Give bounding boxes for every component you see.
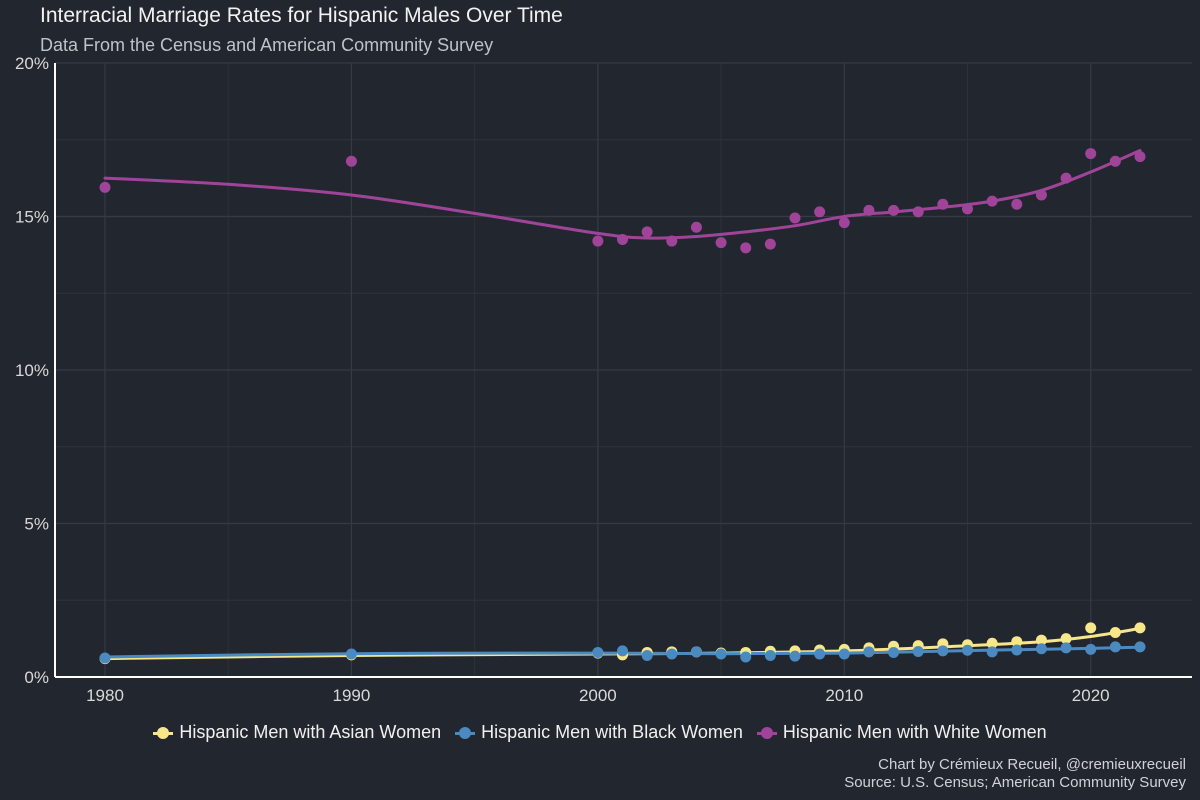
- data-point-series-2: [1109, 641, 1121, 653]
- legend: Hispanic Men with Asian Women Hispanic Me…: [0, 722, 1200, 743]
- data-point-series-3: [1035, 189, 1047, 201]
- y-tick-label: 0%: [24, 668, 49, 687]
- data-point-series-2: [1060, 642, 1072, 654]
- data-point-series-3: [592, 235, 604, 247]
- data-point-series-2: [962, 644, 973, 656]
- data-point-series-2: [814, 648, 826, 660]
- data-point-series-2: [345, 648, 357, 660]
- caption: Chart by Crémieux Recueil, @cremieuxrecu…: [844, 756, 1186, 792]
- data-point-series-3: [99, 181, 111, 193]
- data-point-series-3: [1109, 155, 1121, 167]
- data-point-series-3: [345, 155, 357, 167]
- data-point-series-2: [715, 648, 727, 660]
- data-point-series-2: [986, 646, 998, 658]
- chart-subtitle: Data From the Census and American Commun…: [40, 35, 494, 55]
- data-point-series-2: [617, 645, 628, 657]
- data-point-series-3: [888, 204, 900, 216]
- data-point-series-3: [962, 203, 973, 215]
- grid-lines: [55, 62, 1192, 678]
- data-point-series-3: [740, 242, 752, 254]
- data-point-series-1: [1011, 636, 1023, 648]
- x-tick-label: 1980: [86, 686, 124, 705]
- data-point-series-2: [641, 650, 653, 662]
- axes: [54, 63, 1192, 678]
- data-point-series-2: [912, 646, 924, 658]
- data-point-series-3: [912, 206, 924, 218]
- data-point-series-3: [690, 221, 702, 233]
- data-point-series-2: [666, 648, 678, 660]
- data-point-series-3: [814, 206, 826, 218]
- legend-key-icon: [756, 726, 777, 740]
- data-point-series-3: [789, 212, 801, 224]
- data-point-series-2: [1035, 643, 1047, 655]
- legend-item-2: Hispanic Men with Black Women: [455, 722, 743, 743]
- data-point-series-2: [690, 646, 702, 658]
- y-tick-label: 15%: [15, 208, 49, 227]
- y-tick-label: 10%: [15, 361, 49, 380]
- data-point-series-1: [1035, 634, 1047, 646]
- data-point-series-3: [863, 204, 875, 216]
- x-tick-label: 2020: [1072, 686, 1110, 705]
- data-point-series-3: [838, 217, 850, 229]
- data-point-series-2: [888, 646, 900, 658]
- data-point-series-1: [1134, 622, 1146, 634]
- trend-line-series-3: [103, 149, 1142, 240]
- x-tick-label: 2000: [579, 686, 617, 705]
- data-points: [99, 148, 1146, 665]
- data-point-series-3: [1134, 151, 1146, 163]
- data-point-series-3: [666, 235, 678, 247]
- data-point-series-2: [740, 651, 752, 663]
- data-point-series-1: [1085, 622, 1097, 634]
- tick-labels: 0% 5% 10% 15% 20% 1980 1990 2000 2010 2020: [15, 54, 1110, 705]
- data-point-series-1: [1109, 626, 1121, 638]
- data-point-series-3: [715, 237, 727, 249]
- data-point-series-3: [937, 198, 949, 210]
- data-point-series-2: [592, 646, 604, 658]
- legend-label: Hispanic Men with Black Women: [481, 722, 743, 742]
- y-tick-label: 20%: [15, 54, 49, 73]
- data-point-series-3: [1060, 172, 1072, 184]
- caption-source: Source: U.S. Census; American Community …: [844, 774, 1186, 791]
- y-tick-label: 5%: [24, 515, 49, 534]
- data-point-series-3: [986, 195, 998, 207]
- caption-credit: Chart by Crémieux Recueil, @cremieuxrecu…: [878, 756, 1186, 773]
- data-point-series-2: [838, 648, 850, 660]
- data-point-series-2: [99, 652, 111, 664]
- data-point-series-3: [764, 238, 776, 250]
- x-tick-label: 2010: [825, 686, 863, 705]
- chart-title: Interracial Marriage Rates for Hispanic …: [40, 4, 563, 27]
- data-point-series-3: [641, 226, 653, 238]
- trend-lines: [103, 149, 1142, 661]
- data-point-series-2: [1085, 643, 1097, 655]
- legend-label: Hispanic Men with White Women: [782, 722, 1047, 742]
- data-point-series-1: [986, 637, 998, 649]
- data-point-series-3: [617, 234, 628, 246]
- data-point-series-2: [937, 645, 949, 657]
- legend-label: Hispanic Men with Asian Women: [179, 722, 442, 742]
- legend-key-icon: [455, 726, 476, 740]
- legend-item-1: Hispanic Men with Asian Women: [153, 722, 441, 743]
- data-point-series-3: [1085, 148, 1097, 160]
- data-point-series-2: [1011, 644, 1023, 656]
- data-point-series-2: [789, 650, 801, 662]
- data-point-series-3: [1011, 198, 1023, 210]
- legend-item-3: Hispanic Men with White Women: [756, 722, 1047, 743]
- legend-key-icon: [153, 726, 174, 740]
- data-point-series-2: [1134, 641, 1146, 653]
- data-point-series-1: [1060, 633, 1072, 645]
- data-point-series-2: [863, 646, 875, 658]
- x-tick-label: 1990: [333, 686, 371, 705]
- data-point-series-2: [764, 650, 776, 662]
